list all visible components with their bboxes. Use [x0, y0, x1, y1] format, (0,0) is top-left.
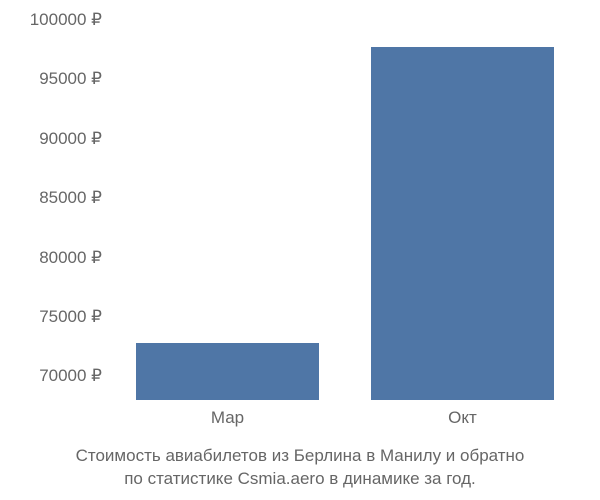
- y-axis-tick-label: 70000 ₽: [2, 366, 102, 386]
- y-axis-tick-label: 90000 ₽: [2, 129, 102, 149]
- price-chart: 70000 ₽ 75000 ₽ 80000 ₽ 85000 ₽ 90000 ₽ 95000…: [0, 0, 600, 440]
- y-axis-tick-label: 95000 ₽: [2, 69, 102, 89]
- bar: [371, 47, 554, 400]
- x-axis-tick-label: Окт: [448, 408, 477, 428]
- caption-line-2: по статистике Csmia.aero в динамике за г…: [124, 469, 476, 488]
- y-axis-tick-label: 75000 ₽: [2, 307, 102, 327]
- plot-area: [110, 20, 580, 400]
- bar: [136, 343, 319, 400]
- chart-caption: Стоимость авиабилетов из Берлина в Манил…: [0, 445, 600, 491]
- caption-line-1: Стоимость авиабилетов из Берлина в Манил…: [76, 446, 525, 465]
- y-axis-tick-label: 85000 ₽: [2, 188, 102, 208]
- y-axis-tick-label: 80000 ₽: [2, 248, 102, 268]
- x-axis-tick-label: Мар: [211, 408, 244, 428]
- y-axis-tick-label: 100000 ₽: [2, 10, 102, 30]
